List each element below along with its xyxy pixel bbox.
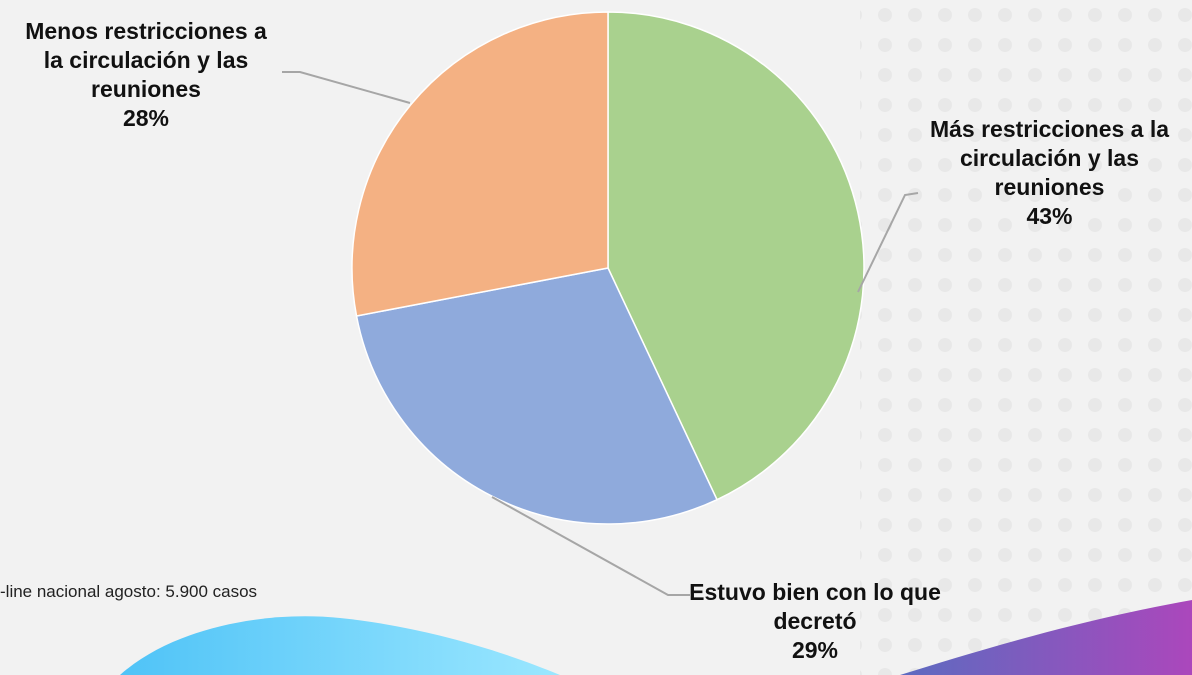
data-label: Menos restricciones a la circulación y l… (15, 17, 277, 133)
leader-line (491, 496, 690, 596)
dot-pattern (860, 0, 1192, 675)
footnote: -line nacional agosto: 5.900 casos (0, 582, 258, 601)
leader-line (282, 71, 411, 104)
data-label: Estuvo bien con lo que decretó 29% (680, 578, 950, 665)
leader-line (857, 192, 919, 293)
category-label: Menos restricciones a la circulación y l… (25, 18, 267, 102)
wave (120, 616, 560, 675)
pie-slice (355, 267, 718, 525)
category-label: Más restricciones a la circulación y las… (929, 116, 1170, 200)
value-label: 28% (122, 105, 170, 131)
data-label: Más restricciones a la circulación y las… (912, 115, 1187, 231)
category-label: Estuvo bien con lo que decretó (689, 579, 941, 634)
wave (900, 600, 1192, 675)
pie-slice (607, 11, 865, 501)
value-label: 43% (1026, 203, 1073, 229)
pie-slice (351, 11, 609, 317)
value-label: 29% (791, 637, 839, 663)
